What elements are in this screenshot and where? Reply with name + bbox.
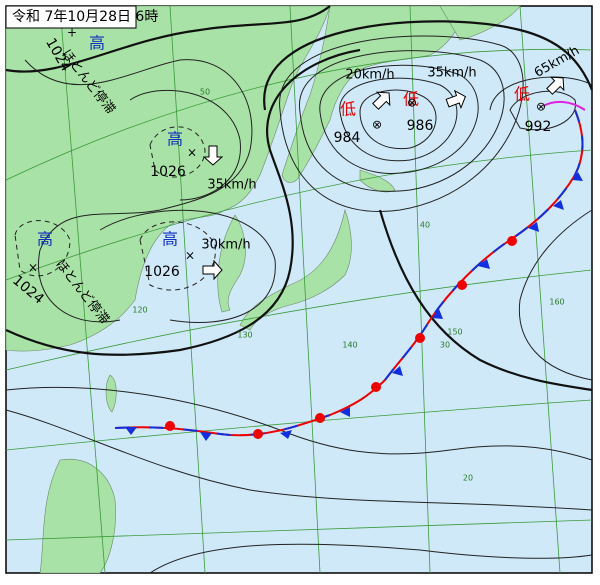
pressure-value: 1026	[150, 164, 186, 180]
grid-label: 30	[440, 341, 450, 350]
system-kind: 低	[403, 90, 419, 109]
system-kind: 低	[514, 85, 530, 104]
grid-label: 50	[200, 88, 210, 97]
system-center: ×	[185, 249, 195, 263]
system-center: ⊗	[407, 96, 417, 110]
motion-arrow	[202, 145, 224, 166]
front	[114, 100, 586, 441]
motion-label: 30km/h	[201, 238, 250, 253]
system-center: +	[67, 26, 77, 40]
motion-arrow	[202, 259, 223, 281]
grid-label: 160	[549, 298, 564, 307]
system-kind: 低	[340, 100, 356, 119]
motion-arrow	[372, 91, 391, 110]
grid-label: 140	[342, 341, 357, 350]
grid-label: 150	[447, 328, 462, 337]
map-title: 令和 7年10月28日 6時	[12, 9, 158, 25]
grid-label: 120	[132, 306, 147, 315]
system-kind: 高	[37, 230, 53, 249]
motion-arrow	[546, 76, 565, 95]
pressure-value: 984	[334, 130, 361, 146]
pressure-value: 986	[407, 118, 434, 134]
system-center: ⊗	[536, 100, 546, 114]
title-box	[5, 5, 137, 29]
system-kind: 高	[167, 130, 183, 149]
isobars	[5, 5, 594, 574]
grid-label: 20	[463, 474, 473, 483]
motion-label: 35km/h	[427, 66, 476, 81]
system-center: ×	[28, 261, 38, 275]
motion-label: 20km/h	[345, 68, 394, 83]
system-kind: 高	[162, 230, 178, 249]
motion-label: 35km/h	[207, 178, 256, 193]
grid-label: 40	[420, 221, 430, 230]
system-kind: 高	[89, 34, 105, 53]
pressure-value: 1026	[144, 264, 180, 280]
system-center: ×	[187, 146, 197, 160]
system-center: ⊗	[372, 118, 382, 132]
pressure-value: 992	[525, 119, 552, 135]
motion-arrow	[445, 89, 467, 110]
grid-label: 130	[237, 331, 252, 340]
